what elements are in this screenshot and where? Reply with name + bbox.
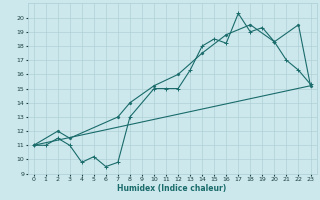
X-axis label: Humidex (Indice chaleur): Humidex (Indice chaleur) <box>117 184 227 193</box>
